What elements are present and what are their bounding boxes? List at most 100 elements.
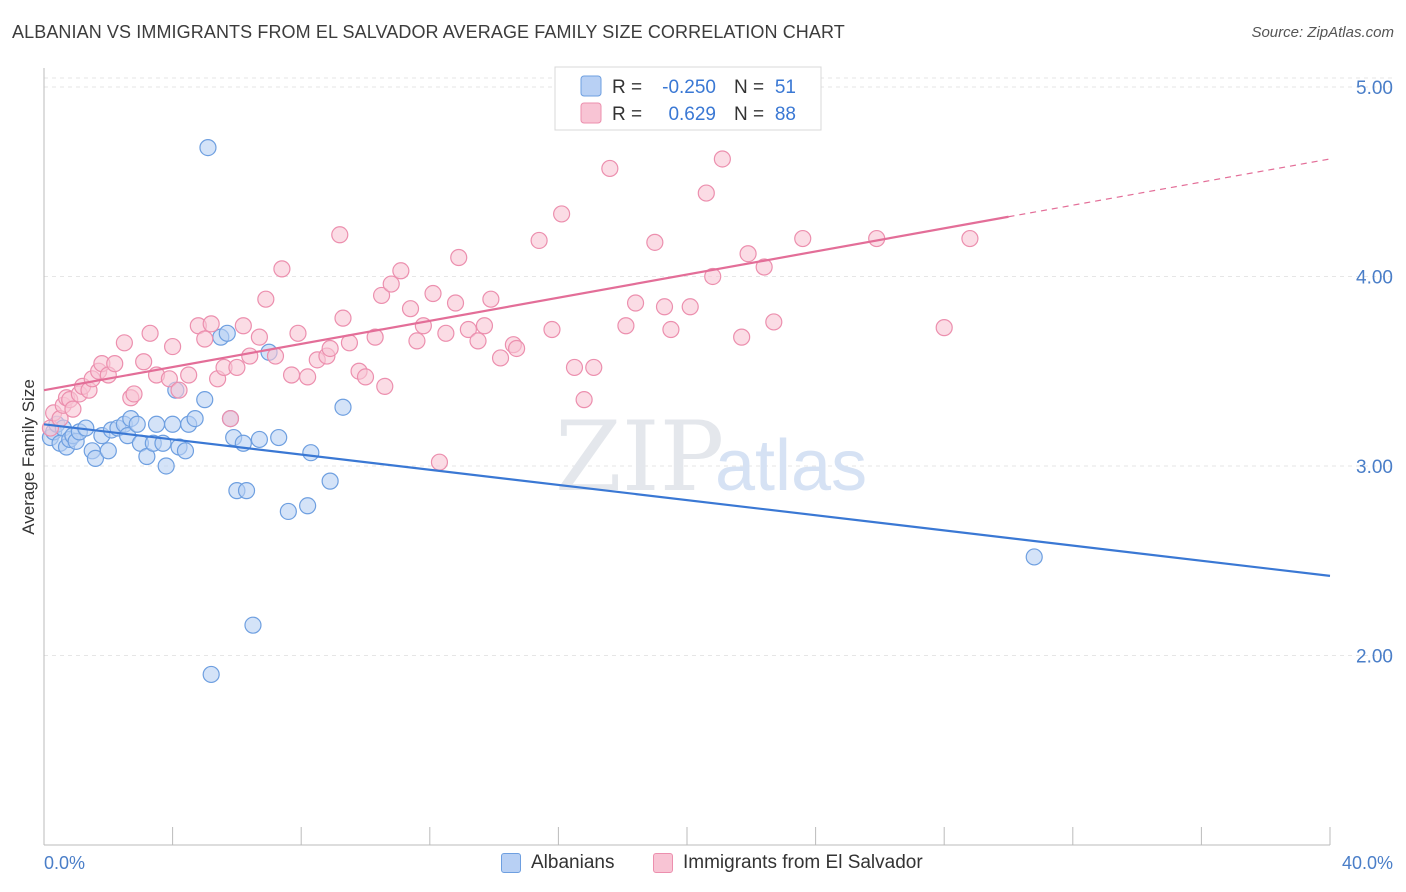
- albanians-point-52: [1025, 548, 1043, 566]
- el-salvador-point-69: [530, 231, 548, 250]
- el-salvador-point-18: [135, 353, 153, 371]
- trend-lines: [43, 158, 1331, 577]
- el-salvador-point-83: [704, 267, 722, 286]
- albanians-point-26: [157, 457, 175, 475]
- albanians-point-48: [299, 497, 317, 515]
- legend-r-value-2: 0.629: [668, 104, 716, 125]
- legend-n-value-2: 88: [775, 104, 796, 125]
- legend-item-el-salvador[interactable]: Immigrants from El Salvador: [653, 852, 923, 874]
- el-salvador-point-22: [164, 337, 182, 356]
- el-salvador-point-84: [713, 150, 731, 168]
- albanians-point-14: [99, 442, 117, 460]
- albanians-point-27: [164, 415, 182, 433]
- el-salvador-point-91: [935, 319, 953, 337]
- albanians-point-20: [128, 415, 146, 433]
- el-salvador-point-82: [697, 184, 715, 202]
- el-salvador-point-92: [961, 229, 979, 248]
- el-salvador-point-34: [250, 328, 269, 346]
- el-salvador-point-80: [662, 320, 680, 339]
- el-salvador-point-70: [543, 320, 561, 339]
- y-tick-label-2: 4.00: [1356, 267, 1393, 288]
- el-salvador-point-48: [356, 368, 375, 386]
- series-el-salvador: [41, 150, 979, 471]
- albanians-point-47: [279, 502, 297, 521]
- el-salvador-swatch: [653, 853, 673, 873]
- legend-item-albanians[interactable]: Albanians: [501, 852, 614, 874]
- albanians-point-33: [196, 391, 214, 409]
- el-salvador-point-71: [553, 205, 571, 223]
- albanians-point-51: [334, 398, 352, 416]
- el-salvador-point-53: [392, 262, 410, 280]
- el-salvador-point-79: [655, 298, 674, 316]
- y-tick-label-1: 3.00: [1356, 457, 1393, 478]
- albanians-point-49: [302, 444, 320, 462]
- el-salvador-point-89: [794, 229, 812, 248]
- albanians-point-30: [176, 442, 195, 460]
- albanians-point-35: [202, 665, 220, 684]
- legend-swatch-blue: [580, 75, 602, 97]
- el-salvador-point-45: [334, 309, 352, 327]
- el-salvador-point-68: [508, 339, 526, 358]
- el-salvador-point-19: [141, 324, 159, 342]
- el-salvador-point-51: [376, 377, 394, 395]
- el-salvador-point-31: [228, 358, 246, 377]
- el-salvador-point-50: [372, 286, 391, 305]
- y-axis-label: Average Family Size: [19, 379, 38, 535]
- el-salvador-point-14: [106, 355, 124, 373]
- y-tick-label-0: 2.00: [1356, 646, 1393, 667]
- albanians-trend: [43, 423, 1331, 577]
- albanians-swatch: [501, 853, 521, 873]
- el-salvador-point-15: [115, 334, 133, 352]
- el-salvador-point-6: [64, 400, 82, 418]
- albanians-point-24: [147, 415, 166, 433]
- el-salvador-point-49: [366, 328, 384, 346]
- el-salvador-point-57: [424, 284, 442, 303]
- el-salvador-point-62: [459, 320, 477, 339]
- el-salvador-point-55: [408, 332, 426, 350]
- el-salvador-point-26: [196, 330, 214, 348]
- el-salvador-point-65: [482, 290, 500, 308]
- chart-title: ALBANIAN VS IMMIGRANTS FROM EL SALVADOR …: [12, 22, 845, 42]
- legend-swatch-pink: [580, 102, 602, 124]
- el-salvador-point-72: [565, 358, 584, 377]
- el-salvador-point-81: [681, 298, 699, 316]
- el-salvador-point-88: [765, 313, 783, 331]
- albanians-point-50: [321, 472, 339, 490]
- el-salvador-point-23: [170, 381, 188, 399]
- watermark: ZIP atlas: [555, 401, 867, 513]
- legend-n-label-2: N =: [734, 104, 764, 125]
- x-tick-label-0: 0.0%: [44, 853, 85, 873]
- el-salvador-point-32: [234, 317, 252, 335]
- el-salvador-point-17: [125, 385, 143, 403]
- el-salvador-point-54: [401, 300, 420, 318]
- source-label: Source: ZipAtlas.com: [1251, 24, 1394, 41]
- el-salvador-point-58: [430, 453, 449, 471]
- y-tick-label-3: 5.00: [1356, 78, 1393, 99]
- bottom-legend: Albanians Immigrants from El Salvador: [0, 848, 1406, 880]
- el-salvador-point-87: [755, 258, 773, 276]
- el-salvador-point-52: [382, 275, 400, 293]
- el-salvador-point-74: [585, 358, 603, 377]
- albanians-point-46: [270, 428, 288, 447]
- el-salvador-point-75: [601, 159, 619, 178]
- el-salvador-point-40: [299, 368, 317, 386]
- el-salvador-point-21: [160, 370, 178, 388]
- el-salvador-point-61: [450, 248, 468, 267]
- albanians-point-43: [244, 616, 262, 634]
- legend-label-el-salvador: Immigrants from El Salvador: [683, 852, 923, 873]
- el-salvador-point-30: [221, 409, 240, 428]
- el-salvador-point-85: [733, 328, 751, 346]
- el-salvador-point-73: [575, 391, 593, 409]
- el-salvador-point-59: [437, 324, 455, 342]
- legend-r-value-1: -0.250: [662, 77, 716, 98]
- albanians-point-34: [199, 138, 217, 157]
- el-salvador-point-33: [241, 347, 259, 365]
- el-salvador-trend-dashed: [1008, 158, 1331, 218]
- el-salvador-point-66: [491, 349, 510, 367]
- x-tick-label-1: 40.0%: [1342, 853, 1393, 873]
- albanians-point-42: [237, 482, 256, 500]
- y-tick-labels: 2.00 3.00 4.00 5.00: [1356, 78, 1393, 668]
- albanians-point-12: [86, 449, 105, 467]
- axes: [43, 68, 1331, 846]
- el-salvador-point-39: [289, 324, 307, 342]
